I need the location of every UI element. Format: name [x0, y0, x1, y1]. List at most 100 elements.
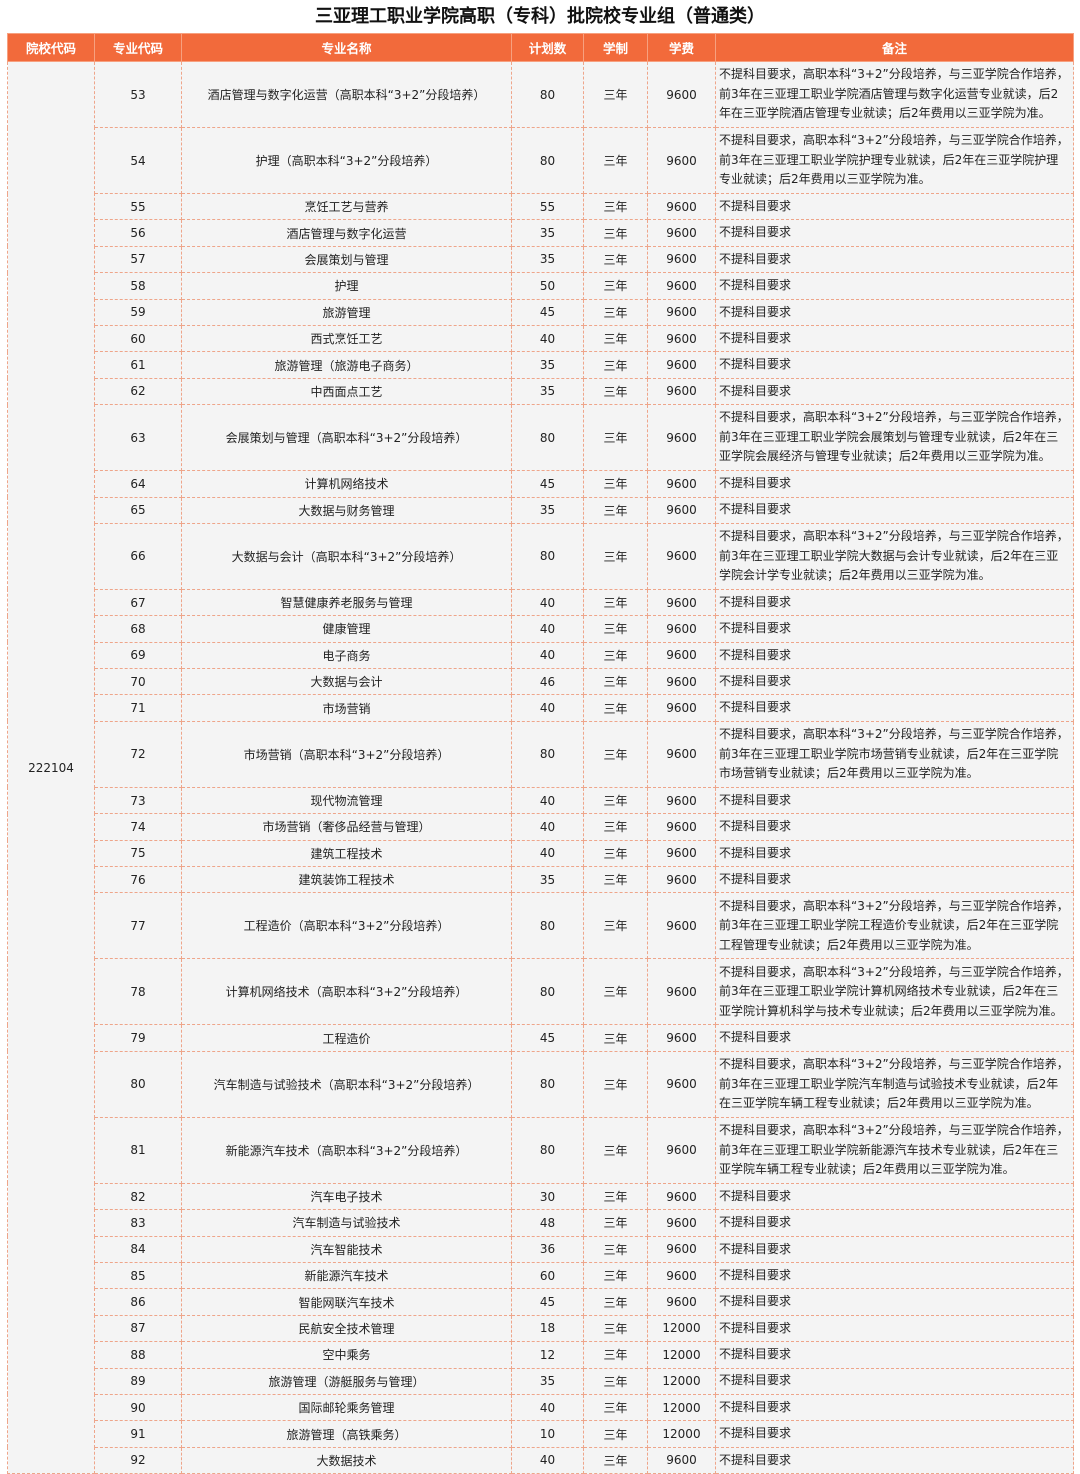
notes: 不提科目要求 [715, 192, 1074, 221]
notes: 不提科目要求，高职本科“3+2”分段培养，与三亚学院合作培养，前3年在三亚理工职… [715, 61, 1074, 128]
plan-count: 80 [511, 720, 584, 788]
major-code: 59 [94, 298, 182, 326]
plan-count: 35 [511, 351, 584, 379]
notes: 不提科目要求 [715, 1314, 1074, 1343]
major-code: 65 [94, 496, 182, 524]
tuition: 9600 [647, 813, 716, 841]
plan-count: 60 [511, 1261, 584, 1290]
table-row: 54 护理（高职本科“3+2”分段培养） 80 三年 9600 不提科目要求，高职本科“3… [8, 127, 1074, 194]
major-code: 73 [94, 786, 182, 815]
plan-count: 40 [511, 813, 584, 841]
tuition: 9600 [647, 1182, 716, 1211]
plan-count: 45 [511, 1024, 584, 1052]
major-name: 大数据与会计 [181, 668, 512, 696]
header-notes: 备注 [715, 33, 1074, 62]
major-code: 89 [94, 1367, 182, 1395]
table-row: 84 汽车智能技术 36 三年 9600 不提科目要求 [8, 1235, 1074, 1263]
table-row: 59 旅游管理 45 三年 9600 不提科目要求 [8, 298, 1074, 326]
plan-count: 18 [511, 1314, 584, 1343]
major-code: 54 [94, 127, 182, 194]
major-name: 酒店管理与数字化运营 [181, 219, 512, 247]
major-name: 汽车智能技术 [181, 1235, 512, 1263]
duration: 三年 [583, 1209, 648, 1237]
major-code: 56 [94, 219, 182, 247]
plan-count: 12 [511, 1341, 584, 1369]
duration: 三年 [583, 1050, 648, 1118]
duration: 三年 [583, 1261, 648, 1290]
plan-count: 80 [511, 404, 584, 472]
table-row: 70 大数据与会计 46 三年 9600 不提科目要求 [8, 668, 1074, 696]
major-name: 计算机网络技术 [181, 470, 512, 498]
tuition: 9600 [647, 470, 716, 498]
notes: 不提科目要求，高职本科“3+2”分段培养，与三亚学院合作培养，前3年在三亚理工职… [715, 958, 1074, 1026]
tuition: 9600 [647, 958, 716, 1026]
table-row: 62 中西面点工艺 35 三年 9600 不提科目要求 [8, 377, 1074, 406]
notes: 不提科目要求 [715, 1261, 1074, 1290]
table-row: 86 智能网联汽车技术 45 三年 9600 不提科目要求 [8, 1288, 1074, 1316]
plan-count: 40 [511, 588, 584, 617]
notes: 不提科目要求，高职本科“3+2”分段培养，与三亚学院合作培养，前3年在三亚理工职… [715, 127, 1074, 194]
duration: 三年 [583, 1235, 648, 1263]
table-row: 67 智慧健康养老服务与管理 40 三年 9600 不提科目要求 [8, 588, 1074, 617]
major-code: 88 [94, 1341, 182, 1369]
notes: 不提科目要求 [715, 496, 1074, 524]
tuition: 9600 [647, 1235, 716, 1263]
table-row: 64 计算机网络技术 45 三年 9600 不提科目要求 [8, 470, 1074, 498]
tuition: 9600 [647, 615, 716, 643]
tuition: 12000 [647, 1314, 716, 1343]
major-code: 90 [94, 1393, 182, 1422]
duration: 三年 [583, 866, 648, 894]
plan-count: 45 [511, 298, 584, 326]
plan-count: 45 [511, 470, 584, 498]
major-code: 68 [94, 615, 182, 643]
duration: 三年 [583, 1116, 648, 1184]
major-name: 智能网联汽车技术 [181, 1288, 512, 1316]
tuition: 9600 [647, 866, 716, 894]
major-name: 计算机网络技术（高职本科“3+2”分段培养） [181, 958, 512, 1026]
plan-count: 40 [511, 786, 584, 815]
tuition: 12000 [647, 1367, 716, 1395]
duration: 三年 [583, 245, 648, 274]
tuition: 9600 [647, 694, 716, 722]
duration: 三年 [583, 1420, 648, 1448]
notes: 不提科目要求 [715, 1420, 1074, 1448]
major-name: 工程造价 [181, 1024, 512, 1052]
major-name: 会展策划与管理 [181, 245, 512, 274]
table-row: 92 大数据技术 40 三年 9600 不提科目要求 [8, 1446, 1074, 1474]
table-row: 89 旅游管理（游艇服务与管理） 35 三年 12000 不提科目要求 [8, 1367, 1074, 1395]
duration: 三年 [583, 470, 648, 498]
notes: 不提科目要求 [715, 1288, 1074, 1316]
plan-count: 35 [511, 219, 584, 247]
plan-count: 35 [511, 1367, 584, 1395]
notes: 不提科目要求 [715, 615, 1074, 643]
notes: 不提科目要求 [715, 786, 1074, 815]
table-row: 76 建筑装饰工程技术 35 三年 9600 不提科目要求 [8, 866, 1074, 894]
major-code: 77 [94, 892, 182, 960]
table-row: 79 工程造价 45 三年 9600 不提科目要求 [8, 1024, 1074, 1052]
duration: 三年 [583, 127, 648, 194]
notes: 不提科目要求 [715, 1182, 1074, 1211]
major-name: 智慧健康养老服务与管理 [181, 588, 512, 617]
tuition: 9600 [647, 720, 716, 788]
notes: 不提科目要求 [715, 298, 1074, 326]
tuition: 12000 [647, 1393, 716, 1422]
major-code: 55 [94, 192, 182, 221]
plan-count: 80 [511, 1116, 584, 1184]
major-code: 58 [94, 272, 182, 300]
plan-count: 40 [511, 1393, 584, 1422]
major-code: 75 [94, 839, 182, 868]
tuition: 12000 [647, 1341, 716, 1369]
notes: 不提科目要求 [715, 324, 1074, 353]
major-name: 大数据与会计（高职本科“3+2”分段培养） [181, 522, 512, 590]
table-row: 69 电子商务 40 三年 9600 不提科目要求 [8, 641, 1074, 670]
table-row: 68 健康管理 40 三年 9600 不提科目要求 [8, 615, 1074, 643]
major-code: 60 [94, 324, 182, 353]
major-name: 建筑工程技术 [181, 839, 512, 868]
duration: 三年 [583, 641, 648, 670]
table-row: 73 现代物流管理 40 三年 9600 不提科目要求 [8, 786, 1074, 815]
major-name: 电子商务 [181, 641, 512, 670]
plan-count: 46 [511, 668, 584, 696]
plan-count: 80 [511, 61, 584, 128]
major-name: 护理（高职本科“3+2”分段培养） [181, 127, 512, 194]
tuition: 9600 [647, 1024, 716, 1052]
